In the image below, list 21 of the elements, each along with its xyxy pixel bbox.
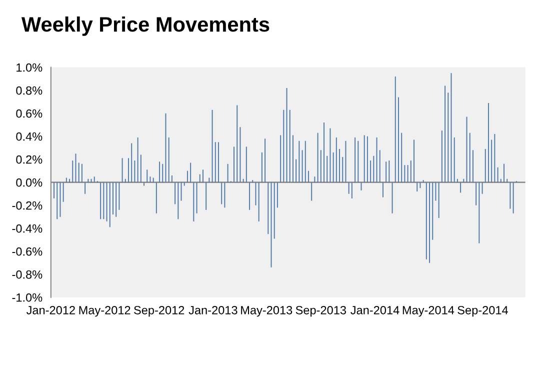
y-tick-label: -0.8% <box>12 270 42 279</box>
x-tick-label: Jan-2012 <box>26 306 75 314</box>
y-tick-label: 0.6% <box>16 109 42 118</box>
x-tick-label: May-2012 <box>79 306 130 317</box>
x-tick-label: Sep-2013 <box>296 306 346 317</box>
y-tick-label: 0.2% <box>16 155 42 164</box>
y-tick-label: 0.8% <box>16 86 42 95</box>
y-tick-label: -0.6% <box>12 247 42 256</box>
x-tick-label: Sep-2014 <box>458 306 508 317</box>
y-tick-label: 0.4% <box>16 132 42 141</box>
x-tick-label: Jan-2014 <box>350 306 400 314</box>
y-tick-label: -0.4% <box>12 224 42 233</box>
x-tick-label: May-2013 <box>241 306 292 317</box>
y-tick-label: -0.2% <box>12 201 42 210</box>
x-tick-label: May-2014 <box>402 306 454 317</box>
x-tick-label: Jan-2013 <box>188 306 238 314</box>
y-tick-label: -1.0% <box>12 293 42 302</box>
y-tick-label: 1.0% <box>16 63 42 72</box>
y-tick-label: 0.0% <box>16 178 42 187</box>
x-tick-label: Sep-2012 <box>134 306 184 317</box>
chart-title: Weekly Price Movements <box>21 16 270 36</box>
